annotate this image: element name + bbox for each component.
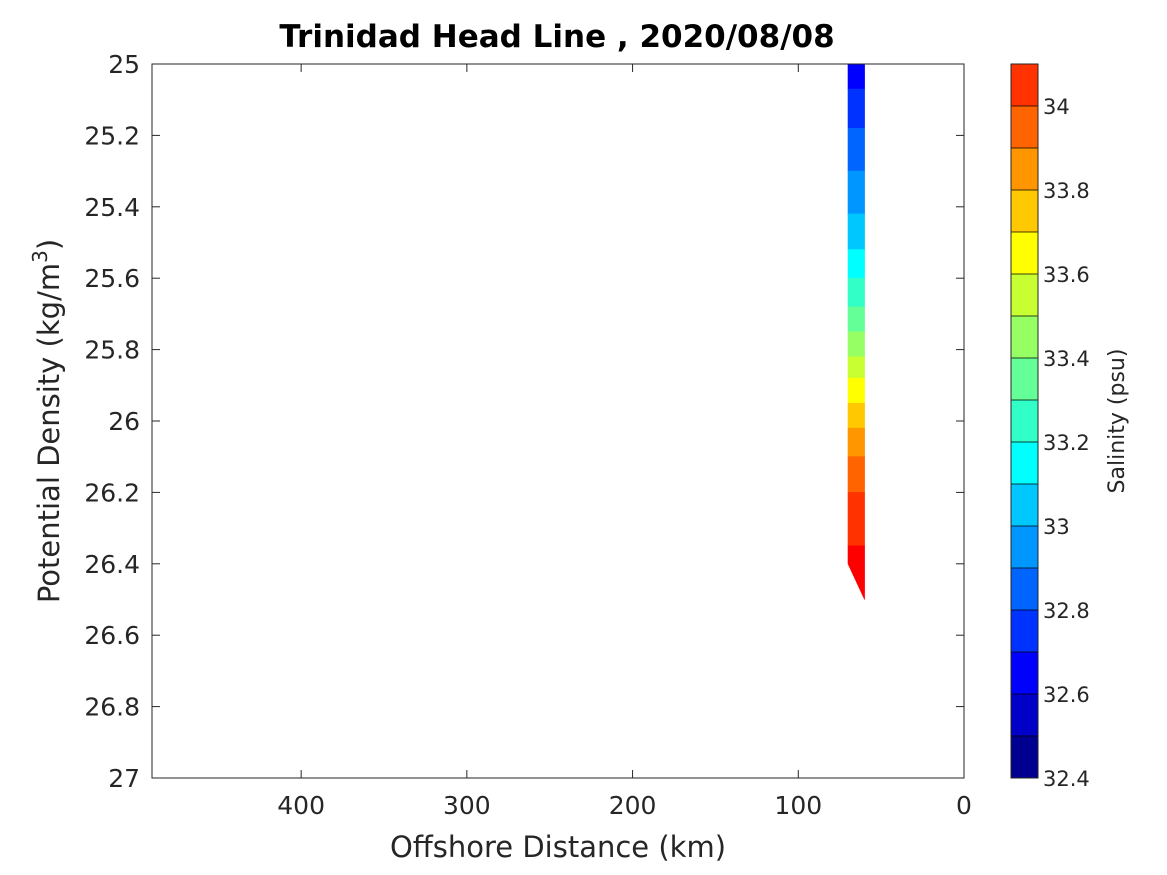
colorbar-segment — [1011, 652, 1038, 694]
contour-band — [847, 402, 865, 429]
contour-band — [847, 213, 865, 250]
y-axis: 25 25.2 25.4 25.6 25.8 26 26.2 26.4 26.6 26.8 27 — [84, 50, 964, 793]
x-axis: 400 300 200 100 0 — [277, 64, 972, 820]
colorbar-segment — [1011, 568, 1038, 610]
contour-band — [847, 356, 865, 379]
colorbar-tick-label: 32.6 — [1043, 683, 1090, 707]
contour-band — [847, 88, 865, 129]
colorbar-segment — [1011, 484, 1038, 526]
y-tick-label: 26.6 — [84, 621, 140, 650]
contour-band — [847, 427, 865, 458]
colorbar-segment — [1011, 190, 1038, 232]
contour-band — [847, 306, 865, 333]
colorbar-tick-label: 33 — [1043, 515, 1070, 539]
colorbar-segment — [1011, 442, 1038, 484]
y-tick-label: 25.6 — [84, 264, 140, 293]
colorbar-segment — [1011, 526, 1038, 568]
colorbar-tick-label: 34 — [1043, 95, 1070, 119]
contour-band — [847, 492, 865, 547]
colorbar: 32.4 32.6 32.8 33 33.2 33.4 33.6 33.8 34 — [1010, 63, 1090, 791]
contour-band — [847, 63, 865, 90]
colorbar-segment — [1011, 400, 1038, 442]
y-tick-label: 26.8 — [84, 693, 140, 722]
x-axis-label: Offshore Distance (km) — [390, 830, 726, 864]
contour-band — [847, 456, 865, 493]
x-tick-label: 400 — [277, 791, 325, 820]
x-tick-label: 300 — [443, 791, 491, 820]
y-tick-label: 26 — [108, 407, 140, 436]
y-tick-label: 25.4 — [84, 193, 140, 222]
chart-title: Trinidad Head Line , 2020/08/08 — [279, 19, 834, 55]
contour-band — [847, 545, 865, 600]
colorbar-segment — [1011, 694, 1038, 736]
colorbar-segment — [1011, 610, 1038, 652]
colorbar-segment — [1011, 232, 1038, 274]
x-tick-label: 200 — [609, 791, 657, 820]
colorbar-tick-label: 32.4 — [1043, 767, 1090, 791]
x-tick-label: 100 — [774, 791, 822, 820]
colorbar-segment — [1011, 358, 1038, 400]
y-axis-label-superscript: 3 — [28, 250, 52, 263]
colorbar-segment — [1011, 736, 1038, 778]
x-tick-label: 0 — [956, 791, 972, 820]
contour-band — [847, 170, 865, 215]
y-tick-label: 26.2 — [84, 478, 140, 507]
colorbar-segment — [1011, 316, 1038, 358]
colorbar-frame — [1010, 63, 1039, 779]
colorbar-segment — [1011, 64, 1038, 106]
y-tick-label: 26.4 — [84, 550, 140, 579]
contour-band — [847, 377, 865, 404]
y-tick-label: 27 — [108, 764, 140, 793]
colorbar-segment — [1011, 106, 1038, 148]
contour-band — [847, 127, 865, 172]
y-axis-label: Potential Density (kg/m3) — [28, 239, 66, 603]
colorbar-tick-label: 32.8 — [1043, 599, 1090, 623]
colorbar-segment — [1011, 148, 1038, 190]
colorbar-tick-label: 33.4 — [1043, 347, 1090, 371]
colorbar-tick-label: 33.6 — [1043, 263, 1090, 287]
contour-band — [847, 249, 865, 279]
contour-band — [847, 277, 865, 308]
colorbar-tick-label: 33.2 — [1043, 431, 1090, 455]
y-tick-label: 25.8 — [84, 336, 140, 365]
y-tick-label: 25 — [108, 50, 140, 79]
y-tick-label: 25.2 — [84, 121, 140, 150]
colorbar-segment — [1011, 274, 1038, 316]
section-fill — [847, 63, 865, 600]
contour-band — [847, 331, 865, 358]
colorbar-tick-label: 33.8 — [1043, 179, 1090, 203]
plot-area-frame — [151, 63, 965, 779]
colorbar-label: Salinity (psu) — [1105, 349, 1130, 494]
